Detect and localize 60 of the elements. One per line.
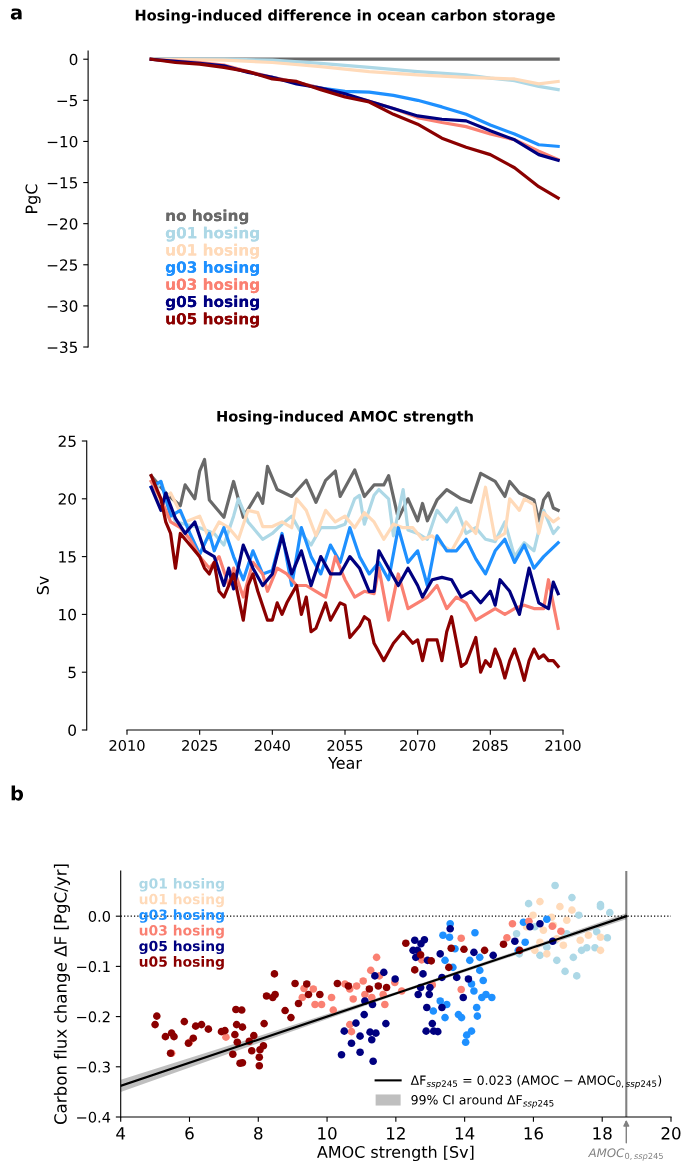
y-tick-label: 0 — [68, 724, 76, 737]
y-tick-label: 15 — [59, 551, 76, 563]
y-axis-title: PgC — [25, 184, 41, 213]
x-tick-label: 2085 — [472, 739, 508, 752]
text: g03 hosing — [165, 261, 259, 276]
x-tick-label: 8 — [254, 1127, 263, 1140]
y-tick-label: −20 — [47, 218, 78, 230]
text: g01 hosing — [165, 226, 259, 242]
x-tick-label: 14 — [455, 1127, 475, 1140]
x-tick-label: 2025 — [182, 739, 217, 752]
x-tick-label: 12 — [387, 1127, 405, 1140]
x-tick-label: 4 — [116, 1127, 126, 1140]
text: g05 hosing — [165, 295, 259, 311]
chart-title: Hosing-induced AMOC strength — [217, 410, 473, 425]
text: g03 hosing — [139, 909, 224, 923]
text: u05 hosing — [139, 956, 224, 970]
text: u05 hosing — [166, 312, 259, 328]
x-tick-label: 2055 — [327, 739, 363, 752]
y-tick-label: 0.0 — [88, 910, 111, 922]
x-tick-label: 2070 — [400, 739, 436, 752]
text: u01 hosing — [139, 893, 224, 908]
y-tick-label: 20 — [58, 493, 76, 505]
y-axis-title: Sv — [36, 576, 49, 595]
annotation: 99% CI around ΔF$_{ssp245}$ — [411, 1094, 554, 1109]
x-tick-label: 18 — [593, 1127, 612, 1140]
y-tick-label: −0.1 — [77, 961, 110, 973]
text: u03 hosing — [139, 924, 224, 939]
y-tick-label: −25 — [47, 259, 78, 271]
x-tick-label: 20 — [661, 1127, 681, 1140]
x-tick-label: 2040 — [254, 739, 290, 752]
x-tick-label: 10 — [318, 1127, 337, 1140]
text: u03 hosing — [166, 278, 259, 294]
y-tick-label: 25 — [58, 435, 76, 448]
x-tick-label: 2010 — [109, 739, 145, 752]
x-tick-label: 16 — [524, 1127, 543, 1140]
text: g01 hosing — [139, 877, 224, 892]
text: no hosing — [166, 209, 249, 225]
ref-line-label: AMOC$_{0,ssp245}$ — [587, 1148, 663, 1161]
y-tick-label: −30 — [47, 300, 78, 312]
y-tick-label: −35 — [47, 341, 78, 354]
text: g05 hosing — [139, 940, 224, 955]
text: u01 hosing — [166, 243, 259, 259]
x-tick-label: 2100 — [545, 739, 581, 752]
y-tick-label: −0.2 — [77, 1011, 110, 1023]
y-tick-label: −5 — [57, 95, 78, 107]
legend-label: ΔF$_{ssp245}$ = 0.023 (AMOC − AMOC$_{0,ssp245}$) — [410, 1075, 662, 1089]
x-axis-title: AMOC strength [Sv] — [317, 1145, 474, 1162]
text: b — [11, 785, 24, 801]
x-axis-title: Year — [328, 757, 362, 769]
y-tick-label: −0.3 — [77, 1061, 110, 1073]
text: a — [10, 8, 22, 20]
y-tick-label: −15 — [47, 177, 78, 189]
chart-title: Hosing-induced difference in ocean carbon storage — [135, 9, 555, 24]
x-tick-label: 6 — [185, 1127, 194, 1140]
y-tick-label: 0 — [69, 53, 78, 66]
y-tick-label: −10 — [47, 135, 78, 148]
y-tick-label: −0.4 — [77, 1111, 111, 1123]
y-tick-label: 5 — [68, 666, 76, 679]
y-axis-title: Carbon flux change ΔF [PgC/yr] — [53, 864, 71, 1125]
y-tick-label: 10 — [59, 608, 76, 621]
